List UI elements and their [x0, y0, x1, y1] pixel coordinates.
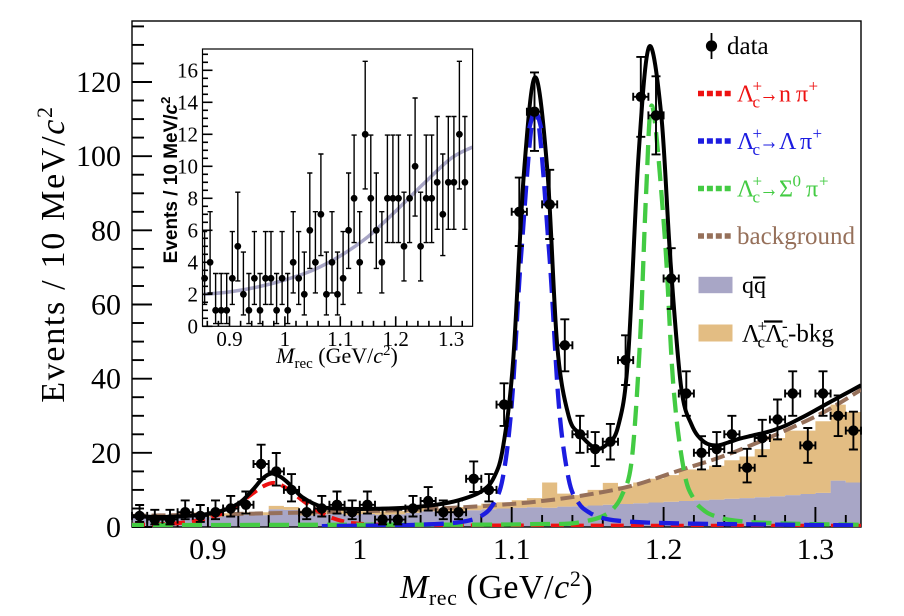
svg-text:10: 10 [177, 154, 198, 178]
svg-text:π: π [796, 82, 808, 108]
svg-text:16: 16 [177, 58, 198, 82]
svg-text:80: 80 [91, 214, 121, 247]
svg-text:→: → [760, 82, 779, 108]
svg-text:60: 60 [91, 289, 121, 322]
svg-text:1.2: 1.2 [383, 327, 409, 351]
svg-text:π: π [800, 129, 812, 155]
svg-text:background: background [737, 223, 856, 250]
svg-text:Λ: Λ [737, 177, 755, 203]
svg-text:0: 0 [188, 314, 199, 338]
svg-text:c: c [781, 333, 789, 352]
svg-text:40: 40 [91, 363, 121, 396]
svg-text:Σ: Σ [779, 177, 793, 203]
svg-text:+: + [753, 124, 763, 143]
svg-text:-bkg: -bkg [788, 321, 834, 348]
svg-text:Λ: Λ [742, 321, 760, 348]
svg-text:14: 14 [177, 90, 199, 114]
svg-text:1.1: 1.1 [327, 327, 353, 351]
svg-text:Mrec (GeV/c2): Mrec (GeV/c2) [275, 343, 398, 372]
svg-text:Λ: Λ [737, 82, 755, 108]
svg-text:-: - [782, 317, 788, 336]
svg-text:8: 8 [188, 186, 199, 210]
svg-text:120: 120 [76, 66, 121, 99]
svg-text:0: 0 [106, 511, 121, 544]
svg-text:+: + [819, 172, 829, 191]
svg-text:1: 1 [352, 533, 367, 566]
svg-text:0.9: 0.9 [189, 533, 227, 566]
svg-text:c: c [753, 140, 761, 159]
svg-text:+: + [753, 77, 763, 96]
svg-text:1.3: 1.3 [438, 327, 464, 351]
svg-text:c: c [758, 333, 766, 352]
svg-text:1.2: 1.2 [645, 533, 683, 566]
svg-text:Λ: Λ [737, 129, 755, 155]
svg-text:c: c [753, 93, 761, 112]
svg-text:2: 2 [188, 282, 199, 306]
svg-text:Events / 10 MeV/c2: Events / 10 MeV/c2 [32, 105, 72, 403]
svg-text:0.9: 0.9 [216, 327, 242, 351]
svg-text:1.1: 1.1 [493, 533, 531, 566]
svg-text:Λ: Λ [779, 129, 797, 155]
svg-text:0: 0 [793, 172, 802, 191]
svg-text:100: 100 [76, 140, 121, 173]
svg-text:12: 12 [177, 122, 198, 146]
svg-text:→: → [760, 129, 779, 155]
svg-text:data: data [727, 33, 769, 60]
svg-text:20: 20 [91, 437, 121, 470]
svg-text:+: + [813, 124, 823, 143]
svg-text:+: + [758, 317, 768, 336]
svg-text:Λ: Λ [765, 321, 783, 348]
svg-text:1.3: 1.3 [797, 533, 835, 566]
svg-text:Mrec (GeV/c2): Mrec (GeV/c2) [399, 566, 593, 610]
svg-text:π: π [806, 177, 818, 203]
svg-text:1: 1 [280, 327, 291, 351]
svg-text:Events / 10 MeV/c2: Events / 10 MeV/c2 [158, 97, 182, 264]
svg-text:+: + [753, 172, 763, 191]
svg-text:n: n [779, 82, 791, 108]
svg-text:c: c [753, 188, 761, 207]
svg-text:+: + [809, 77, 819, 96]
svg-text:6: 6 [188, 218, 199, 242]
svg-text:4: 4 [188, 250, 199, 274]
svg-text:→: → [760, 177, 779, 203]
